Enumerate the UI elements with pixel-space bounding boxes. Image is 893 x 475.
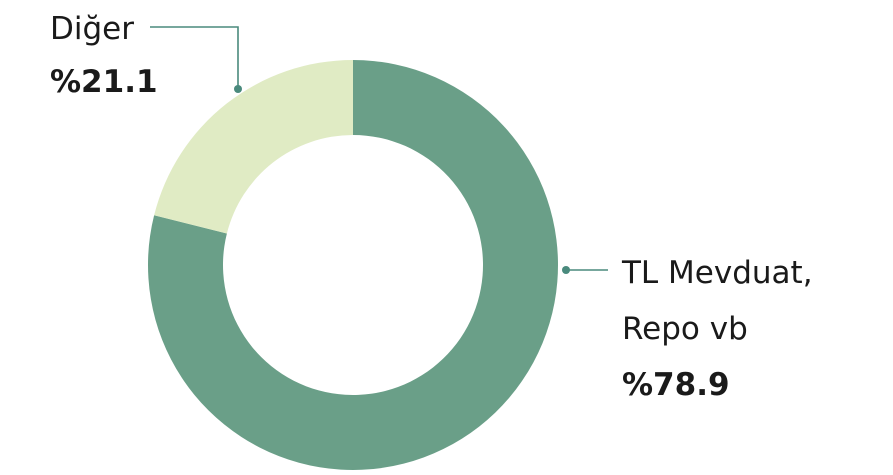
leader-dot-diger: [234, 85, 242, 93]
leader-line-diger: [150, 26, 239, 89]
slice-value-label: %78.9: [622, 367, 730, 403]
slices-group: [148, 60, 558, 470]
leader-dot-tl-mevduat: [562, 266, 570, 274]
slice-value-label: %21.1: [50, 64, 158, 100]
slice-label-line-2: Repo vb: [622, 311, 748, 347]
label-tl-mevduat: TL Mevduat, Repo vb %78.9: [562, 255, 813, 403]
donut-slice-0: [148, 60, 558, 470]
donut-slice-1: [154, 60, 353, 234]
slice-label-line-1: TL Mevduat,: [621, 255, 813, 291]
label-diger: Diğer %21.1: [50, 11, 242, 100]
slice-label-line-1: Diğer: [50, 11, 134, 47]
